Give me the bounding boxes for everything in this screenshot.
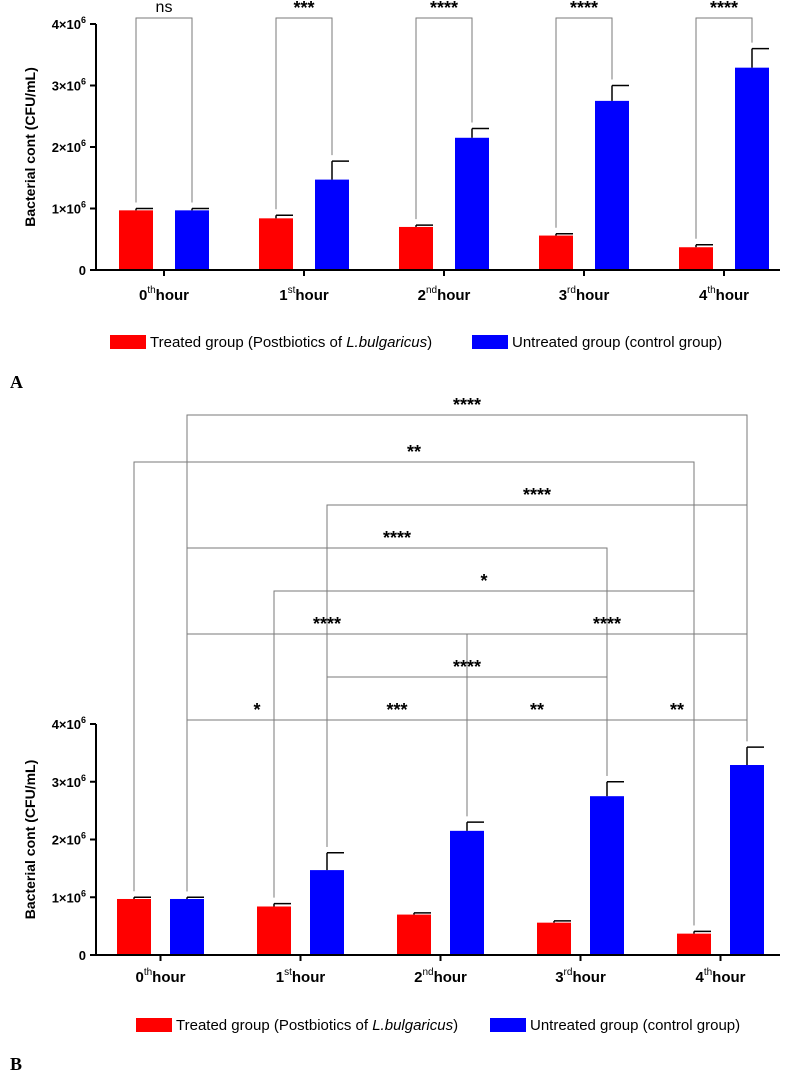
bar-treated-hour-1 [257,906,291,955]
x-tick-label: 2ndhour [414,967,467,986]
bar-untreated-hour-4 [735,67,769,270]
significance-bracket [695,17,753,239]
significance-label: * [480,571,487,591]
bar-treated-hour-4 [679,247,713,270]
significance-bracket [275,17,333,210]
bar-treated-hour-2 [397,914,431,955]
panel-label-a: A [10,372,23,392]
significance-label: ** [407,442,421,462]
significance-bracket [606,719,748,776]
legend: Treated group (Postbiotics of L.bulgaric… [110,334,722,351]
y-tick-label: 1×106 [52,888,86,905]
x-tick-label: 4thhour [695,967,745,986]
significance-label: **** [453,657,481,677]
significance-label: **** [430,0,458,18]
bar-untreated-hour-1 [310,870,344,955]
significance-bracket [273,590,695,926]
y-tick-label: 4×106 [52,15,86,32]
y-tick-label: 1×106 [52,200,86,217]
significance-label: **** [453,395,481,415]
y-tick-label: 0 [79,948,86,963]
x-tick-label: 1sthour [279,285,329,304]
significance-bracket [466,719,608,817]
bar-treated-hour-4 [677,933,711,955]
y-tick-label: 3×106 [52,77,86,94]
y-tick-label: 2×106 [52,138,86,155]
y-tick-label: 3×106 [52,773,86,790]
significance-label: **** [313,614,341,634]
legend-label-untreated: Untreated group (control group) [530,1017,740,1034]
legend-swatch-treated [136,1018,172,1032]
significance-label: **** [383,528,411,548]
bar-treated-hour-3 [539,235,573,270]
significance-bracket [326,719,468,847]
bar-untreated-hour-4 [730,765,764,955]
bar-treated-hour-2 [399,226,433,270]
bar-untreated-hour-2 [455,137,489,270]
significance-label: **** [710,0,738,18]
bar-treated-hour-1 [259,218,293,270]
significance-label: ** [670,700,684,720]
significance-label: ** [530,700,544,720]
y-tick-label: 4×106 [52,715,86,732]
significance-label: ns [156,0,173,16]
bar-untreated-hour-3 [595,100,629,270]
bar-untreated-hour-2 [450,830,484,955]
legend-label-treated: Treated group (Postbiotics of L.bulgaric… [150,334,432,351]
y-tick-label: 0 [79,263,86,278]
significance-bracket [186,719,328,892]
significance-label: * [253,700,260,720]
bar-treated-hour-3 [537,922,571,955]
bar-untreated-hour-0 [170,898,204,955]
panel-label-b: B [10,1054,22,1074]
significance-label: *** [386,700,407,720]
x-tick-label: 4thhour [699,285,749,304]
significance-label: **** [523,485,551,505]
legend-swatch-untreated [472,335,508,349]
legend-label-treated: Treated group (Postbiotics of L.bulgaric… [176,1017,458,1034]
legend-label-untreated: Untreated group (control group) [512,334,722,351]
significance-bracket [326,504,748,847]
x-tick-label: 0thhour [139,285,189,304]
y-axis-title: Bacterial cont (CFU/mL) [22,760,38,919]
significance-bracket [135,17,193,203]
chart-panel-b: B 0 1×106 2×106 3×106 4×106 0thhour 1sthour 2ndh… [10,395,780,1074]
x-tick-label: 1sthour [276,967,326,986]
bar-treated-hour-0 [117,898,151,955]
legend: Treated group (Postbiotics of L.bulgaric… [136,1017,740,1034]
significance-label: **** [570,0,598,18]
bar-untreated-hour-3 [590,796,624,955]
bar-untreated-hour-0 [175,210,209,270]
significance-label: **** [593,614,621,634]
y-tick-label: 2×106 [52,831,86,848]
x-tick-label: 0thhour [135,967,185,986]
significance-bracket [555,17,613,228]
bar-treated-hour-0 [119,210,153,270]
legend-swatch-untreated [490,1018,526,1032]
y-axis-title: Bacterial cont (CFU/mL) [22,67,38,226]
significance-label: *** [293,0,314,18]
legend-swatch-treated [110,335,146,349]
significance-bracket [415,17,473,220]
x-tick-label: 2ndhour [418,285,471,304]
x-tick-label: 3rdhour [555,967,606,986]
x-tick-label: 3rdhour [559,285,610,304]
bar-untreated-hour-1 [315,179,349,270]
chart-panel-a: A 0 1×106 2×106 3×106 4×106 0thhour 1sthour 2ndh… [10,0,780,392]
